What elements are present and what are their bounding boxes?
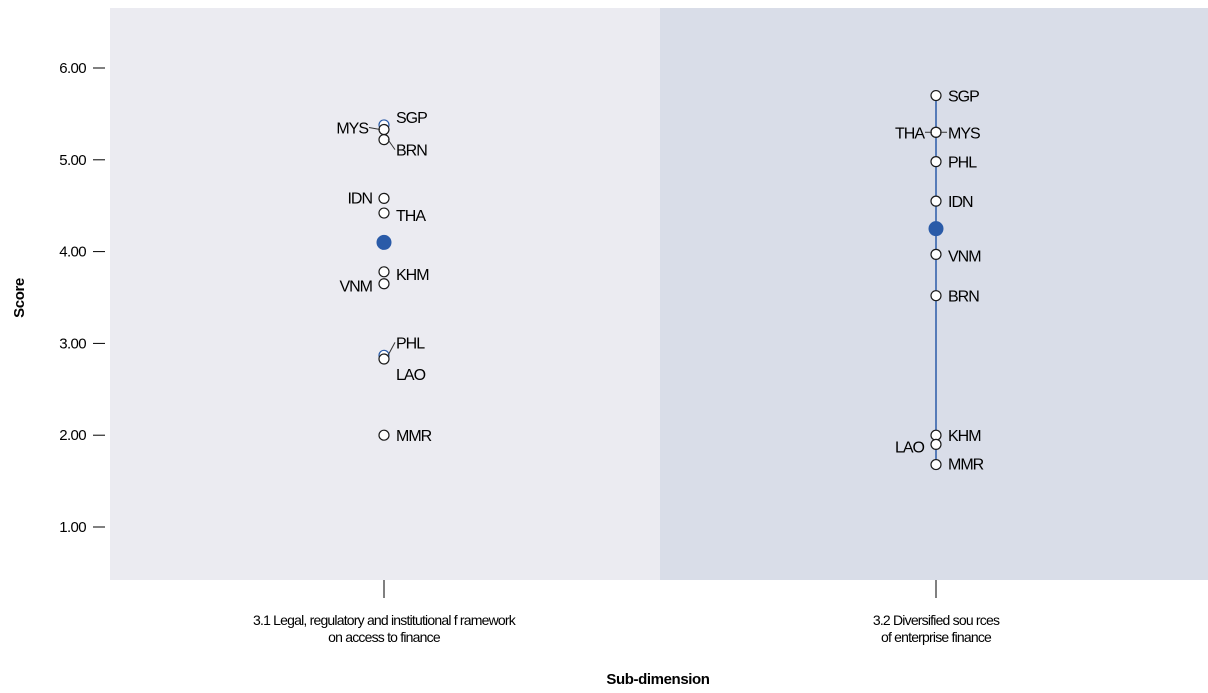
x-axis: 3.1 Legal, regulatory and institutional … — [253, 580, 1001, 645]
point-label-lao: LAO — [895, 439, 925, 456]
point-mys — [378, 123, 390, 136]
point-label-mys: MYS — [336, 121, 368, 138]
point-lao — [378, 353, 390, 365]
y-tick-label: 5.00 — [59, 152, 86, 169]
point-phl — [930, 156, 942, 168]
leader-line — [368, 127, 381, 130]
point-brn — [378, 134, 390, 146]
y-tick-label: 2.00 — [59, 427, 86, 444]
average-markers — [376, 221, 944, 250]
point-label-lao: LAO — [396, 367, 426, 384]
point-tha — [378, 207, 390, 219]
point-labels: SGP MYS BRN IDN THA KHM VNM PHL LAO MMR SGP THA MYS P… — [336, 89, 984, 474]
point-khm — [930, 429, 942, 441]
y-tick-label: 3.00 — [59, 335, 86, 352]
point-vnm — [378, 278, 390, 290]
point-label-vnm: VNM — [948, 248, 981, 265]
leader-line — [387, 139, 396, 150]
point-label-sgp: SGP — [396, 110, 427, 127]
category-label: on access to finance — [328, 629, 441, 645]
x-axis-title: Sub-dimension — [606, 671, 709, 688]
point-mys — [930, 126, 942, 138]
point-brn — [930, 290, 942, 302]
plot-panel-left — [110, 8, 660, 580]
point-khm — [378, 266, 390, 278]
category-label: 3.1 Legal, regulatory and institutional … — [253, 612, 517, 628]
category-label: of enterprise finance — [881, 629, 992, 645]
point-label-brn: BRN — [396, 143, 427, 160]
point-sgp — [930, 89, 942, 102]
data-points — [378, 89, 942, 471]
point-label-idn: IDN — [948, 194, 973, 211]
leader-line — [387, 342, 396, 356]
y-tick-label: 4.00 — [59, 244, 86, 261]
point-label-idn: IDN — [347, 190, 372, 207]
point-label-tha: THA — [396, 208, 426, 225]
point-label-phl: PHL — [948, 155, 977, 172]
y-tick-label: 1.00 — [59, 519, 86, 536]
y-axis-title: Score — [11, 278, 28, 318]
point-label-mys: MYS — [948, 125, 980, 142]
point-vnm — [930, 248, 942, 260]
point-idn — [378, 192, 390, 204]
point-label-sgp: SGP — [948, 89, 979, 106]
average-marker — [376, 234, 392, 250]
point-label-vnm: VNM — [339, 279, 372, 296]
point-label-tha: THA — [895, 125, 925, 142]
point-label-phl: PHL — [396, 335, 425, 352]
point-idn — [930, 195, 942, 207]
point-lao — [930, 438, 942, 450]
category-label: 3.2 Diversified sou rces — [873, 612, 1000, 628]
point-label-brn: BRN — [948, 289, 979, 306]
point-label-mmr: MMR — [396, 428, 432, 445]
label-leaders — [368, 127, 947, 356]
y-axis: 1.00 2.00 3.00 4.00 5.00 6.00 — [59, 60, 105, 536]
point-label-khm: KHM — [396, 267, 429, 284]
point-mmr — [378, 429, 390, 441]
point-mmr — [930, 458, 942, 471]
point-label-khm: KHM — [948, 428, 981, 445]
y-tick-label: 6.00 — [59, 60, 86, 77]
average-marker — [928, 221, 944, 237]
point-label-mmr: MMR — [948, 457, 984, 474]
